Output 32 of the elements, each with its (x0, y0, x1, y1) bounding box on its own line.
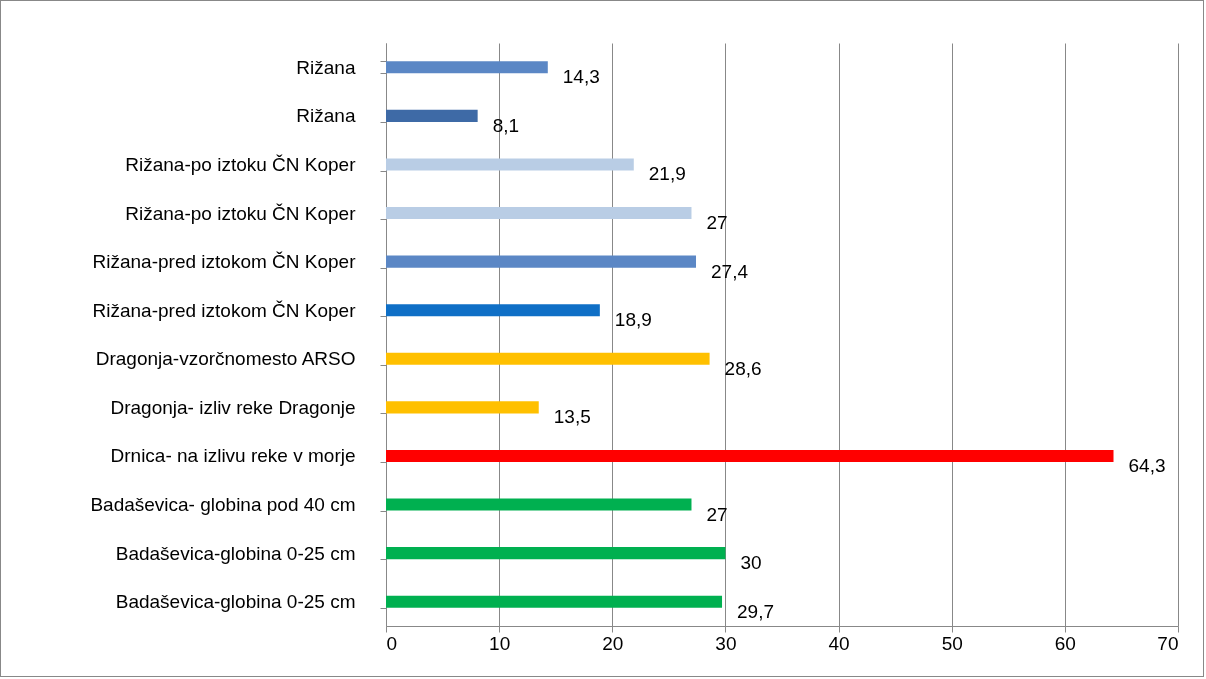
data-label: 18,9 (614, 309, 652, 331)
y-tick-label: Rižana (296, 56, 356, 78)
data-label: 27,4 (711, 260, 749, 282)
data-label: 27 (706, 212, 728, 234)
data-label: 28,6 (724, 357, 762, 379)
data-label: 8,1 (492, 114, 520, 136)
data-label: 13,5 (553, 406, 591, 428)
data-label: 30 (740, 552, 762, 574)
y-tick-label: Drnica- na izlivu reke v morje (110, 445, 356, 467)
x-tick-label: 0 (386, 632, 398, 654)
x-tick-label: 10 (489, 632, 511, 654)
y-tick-label: Rižana-pred iztokom ČN Koper (92, 251, 357, 273)
x-tick-label: 60 (1054, 632, 1076, 654)
y-tick-label: Badaševica- globina pod 40 cm (90, 494, 356, 516)
x-tick-label: 20 (602, 632, 624, 654)
y-tick-label: Badaševica-globina 0-25 cm (115, 542, 356, 564)
y-tick-label: Rižana-po iztoku ČN Koper (125, 153, 357, 175)
y-tick-label: Badaševica-globina 0-25 cm (115, 591, 356, 613)
x-tick-label: 70 (1157, 632, 1179, 654)
x-tick-label: 50 (941, 632, 963, 654)
y-tick-label: Dragonja-vzorčnomesto ARSO (95, 348, 356, 370)
y-tick-label: Dragonja- izliv reke Dragonje (110, 396, 356, 418)
data-label: 29,7 (737, 600, 775, 622)
x-tick-label: 40 (828, 632, 850, 654)
y-tick-label: Rižana-po iztoku ČN Koper (125, 202, 357, 224)
x-tick-label: 30 (715, 632, 737, 654)
data-label: 14,3 (562, 66, 600, 88)
data-label: 21,9 (648, 163, 686, 185)
y-tick-label: Rižana-pred iztokom ČN Koper (92, 299, 357, 321)
y-tick-label: Rižana (296, 105, 356, 127)
data-label: 27 (706, 503, 728, 525)
data-label: 64,3 (1128, 454, 1166, 476)
